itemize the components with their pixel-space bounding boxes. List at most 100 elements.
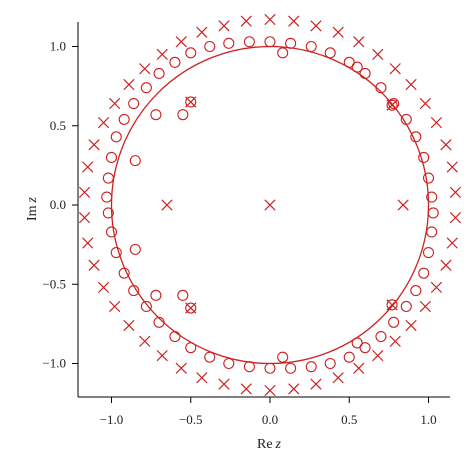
y-tick-label: 1.0	[50, 39, 66, 54]
pole-marker	[240, 15, 252, 27]
zero-marker	[129, 243, 141, 255]
zero-marker	[105, 151, 118, 163]
pole-marker	[218, 378, 230, 390]
zero-marker	[204, 40, 216, 53]
zero-marker	[140, 82, 152, 94]
zero-marker	[351, 61, 363, 73]
pole-marker	[310, 20, 322, 32]
zero-marker	[351, 337, 363, 349]
zero-marker	[426, 191, 438, 203]
zero-marker	[375, 82, 387, 94]
pole-marker	[109, 97, 121, 110]
pole-marker	[88, 139, 100, 151]
pole-marker	[419, 97, 431, 110]
zero-marker	[128, 285, 140, 297]
zero-marker	[129, 155, 141, 167]
zero-marker	[169, 56, 181, 68]
zero-marker	[343, 56, 355, 68]
pole-marker	[123, 78, 135, 91]
zero-marker	[359, 67, 371, 79]
zero-marker	[118, 267, 130, 279]
pole-marker	[310, 378, 322, 390]
pole-marker	[353, 362, 365, 374]
pole-marker	[139, 63, 151, 75]
x-tick-label: 0.5	[341, 412, 357, 427]
pole-marker	[196, 26, 208, 38]
zero-marker	[153, 316, 165, 328]
zero-marker	[410, 131, 422, 143]
zero-marker	[223, 357, 235, 370]
zero-marker	[386, 299, 398, 311]
y-tick-label: 0.0	[50, 197, 66, 212]
zero-marker	[422, 247, 435, 259]
pole-marker	[264, 13, 276, 26]
pole-marker	[240, 383, 252, 395]
zero-marker	[243, 361, 255, 373]
zero-marker	[169, 331, 181, 343]
zero-marker	[418, 151, 430, 163]
zero-marker	[177, 289, 189, 301]
pole-marker	[389, 335, 401, 347]
zero-marker	[150, 289, 162, 301]
pole-marker	[78, 186, 91, 198]
pole-marker	[175, 36, 187, 48]
pole-marker	[156, 48, 168, 61]
pole-marker	[156, 349, 168, 362]
zero-marker	[400, 113, 412, 125]
pole-marker	[397, 199, 409, 211]
zero-marker	[102, 172, 114, 184]
pole-marker	[430, 116, 443, 129]
zero-marker	[110, 247, 122, 259]
pole-marker	[123, 319, 135, 332]
zero-marker	[305, 40, 317, 53]
zero-marker	[185, 302, 197, 314]
zero-marker	[422, 172, 435, 184]
pole-marker	[161, 199, 173, 211]
zero-marker	[128, 98, 140, 110]
zero-marker	[185, 47, 197, 59]
pole-marker	[332, 372, 344, 384]
y-axis-label: Imz	[25, 196, 40, 221]
zero-marker	[101, 191, 113, 203]
zero-marker	[185, 96, 197, 108]
zero-marker	[102, 207, 114, 219]
pole-marker	[353, 36, 365, 48]
zero-marker	[418, 267, 430, 279]
zero-marker	[150, 109, 162, 121]
plot-axes	[77, 22, 450, 398]
y-tick-label: −0.5	[42, 276, 66, 291]
zero-marker	[426, 226, 438, 238]
zero-marker	[223, 37, 235, 49]
zero-marker	[388, 98, 400, 110]
pole-marker	[109, 300, 121, 313]
pole-marker	[97, 281, 110, 294]
pole-marker	[372, 48, 384, 61]
zero-marker	[105, 226, 118, 238]
zero-marker	[427, 207, 439, 219]
zero-marker	[324, 357, 336, 370]
zero-marker	[153, 67, 165, 79]
zero-marker	[359, 342, 371, 354]
pole-marker	[446, 161, 458, 173]
pole-marker	[97, 116, 110, 129]
zero-marker	[118, 113, 130, 125]
pole-marker	[288, 383, 300, 395]
pole-marker	[88, 259, 100, 271]
pole-marker	[449, 186, 462, 198]
zero-marker	[204, 351, 216, 363]
pole-marker	[82, 237, 94, 249]
pole-marker	[419, 300, 431, 313]
zero-marker	[243, 36, 255, 48]
zero-marker	[400, 300, 412, 312]
zero-marker	[277, 351, 289, 363]
zero-marker	[264, 36, 276, 48]
zero-marker	[110, 131, 122, 143]
zero-marker	[285, 362, 297, 374]
zero-marker	[177, 109, 189, 121]
x-tick-label: 0.0	[262, 412, 278, 427]
pole-marker	[78, 212, 91, 224]
x-tick-label: −1.0	[100, 412, 124, 427]
pole-marker	[405, 78, 417, 91]
zero-marker	[305, 361, 317, 373]
